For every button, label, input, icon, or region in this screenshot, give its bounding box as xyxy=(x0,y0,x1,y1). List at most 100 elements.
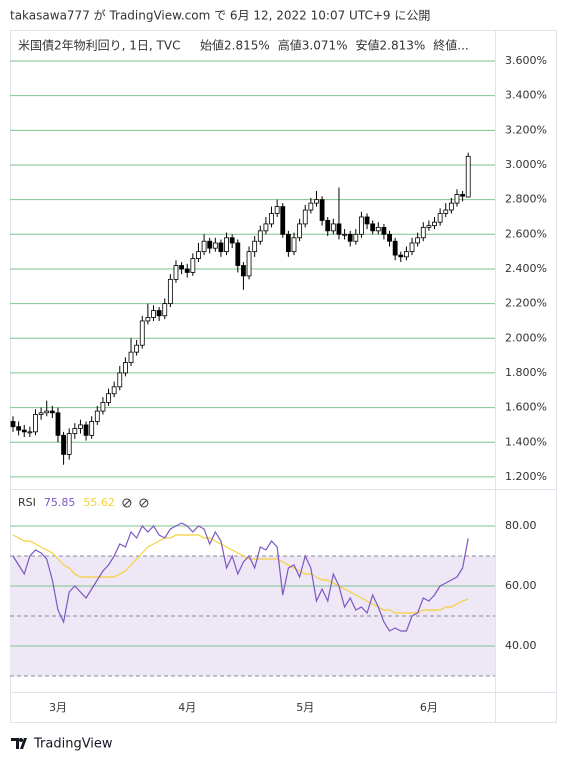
candle-body xyxy=(156,310,162,317)
candle-body xyxy=(196,251,201,259)
candle-body xyxy=(302,209,308,225)
y-tick-label: 1.600% xyxy=(505,401,547,414)
candle-body xyxy=(398,254,404,258)
footer: TradingView xyxy=(33,737,113,752)
candle-body xyxy=(72,427,78,434)
candle-body xyxy=(319,199,325,221)
candle-body xyxy=(207,240,213,249)
candle-body xyxy=(314,199,319,204)
rsi-icons xyxy=(122,498,149,508)
candle-body xyxy=(33,414,38,433)
candle-body xyxy=(134,344,140,353)
candle-body xyxy=(381,226,387,235)
candle-body xyxy=(241,265,246,277)
candle-body xyxy=(443,209,449,214)
candle-body xyxy=(66,433,72,455)
candle-body xyxy=(173,265,179,280)
candle-body xyxy=(437,213,443,223)
y-tick-label: 1.200% xyxy=(505,470,547,483)
candle-body xyxy=(353,233,359,242)
legend-value: 75.85 xyxy=(44,496,76,509)
candle-body xyxy=(89,421,95,436)
y-tick-label: 2.400% xyxy=(505,262,547,275)
candle-body xyxy=(330,223,336,232)
candle-body xyxy=(364,216,370,225)
x-tick-label: 4月 xyxy=(178,701,196,714)
candle-body xyxy=(151,310,156,318)
candle-body xyxy=(224,237,229,253)
x-tick-label: 6月 xyxy=(420,701,438,714)
candle-body xyxy=(139,320,145,346)
y-tick-label: 2.800% xyxy=(505,193,547,206)
candle-body xyxy=(297,223,303,239)
candle-body xyxy=(415,237,421,244)
candle-body xyxy=(454,194,460,204)
candle-body xyxy=(83,424,89,436)
y-tick-label: 3.200% xyxy=(505,123,547,136)
y-tick-label: 3.000% xyxy=(505,158,547,171)
candle-body xyxy=(229,237,235,244)
candle-body xyxy=(190,258,196,273)
candle-body xyxy=(465,155,471,198)
candle-body xyxy=(392,240,398,256)
candle-body xyxy=(94,410,100,422)
rsi-line xyxy=(12,534,469,614)
candle-body xyxy=(291,237,297,253)
candle-body xyxy=(460,194,466,197)
x-tick-label: 3月 xyxy=(49,701,67,714)
candle-body xyxy=(201,240,207,253)
y-tick-label: 80.00 xyxy=(505,519,537,532)
ohlc-info: 高値3.071% xyxy=(278,38,348,53)
candle-body xyxy=(100,401,106,412)
candle-body xyxy=(10,421,16,428)
candle-body xyxy=(167,278,173,305)
candle-body xyxy=(44,410,50,414)
candle-body xyxy=(78,424,83,429)
candle-body xyxy=(16,426,22,431)
candle-body xyxy=(325,220,331,232)
frame xyxy=(10,30,557,723)
x-tick-label: 5月 xyxy=(296,701,314,714)
footer-logo xyxy=(11,738,27,749)
candle-body xyxy=(426,225,432,228)
y-tick-label: 3.400% xyxy=(505,89,547,102)
candle-body xyxy=(347,233,353,242)
candle-body xyxy=(269,213,274,225)
candle-body xyxy=(274,206,280,214)
candle-body xyxy=(370,223,376,232)
rsi-line xyxy=(12,522,469,632)
ohlc-info: 始値2.815% xyxy=(200,38,270,53)
candle-body xyxy=(403,251,409,258)
candle-body xyxy=(342,233,347,236)
candle-body xyxy=(375,226,381,232)
candle-body xyxy=(285,233,291,253)
candle-body xyxy=(235,242,241,266)
y-tick-label: 3.600% xyxy=(505,54,547,67)
y-tick-label: 2.000% xyxy=(505,331,547,344)
y-tick-label: 60.00 xyxy=(505,579,537,592)
candle-body xyxy=(308,202,314,211)
candle-body xyxy=(49,410,55,414)
candle-body xyxy=(432,221,437,227)
candle-body xyxy=(106,393,111,403)
y-tick-label: 1.400% xyxy=(505,435,547,448)
y-tick-label: 2.600% xyxy=(505,227,547,240)
candle-body xyxy=(218,242,224,253)
candle-body xyxy=(336,223,342,235)
chart-title: 米国債2年物利回り, 1日, TVC xyxy=(18,38,180,53)
rsi-title: RSI xyxy=(18,496,36,509)
candle-body xyxy=(55,412,61,436)
candle-body xyxy=(212,242,218,249)
ohlc-info: 終値... xyxy=(433,38,468,53)
candle-body xyxy=(61,434,66,455)
candle-body xyxy=(246,251,252,277)
candle-body xyxy=(21,429,27,433)
y-tick-label: 2.200% xyxy=(505,297,547,310)
candle-body xyxy=(145,317,151,322)
candle-body xyxy=(252,240,258,253)
candle-body xyxy=(111,386,117,395)
header: takasawa777 が TradingView.com で 6月 12, 2… xyxy=(10,8,430,23)
candle-body xyxy=(263,223,269,232)
